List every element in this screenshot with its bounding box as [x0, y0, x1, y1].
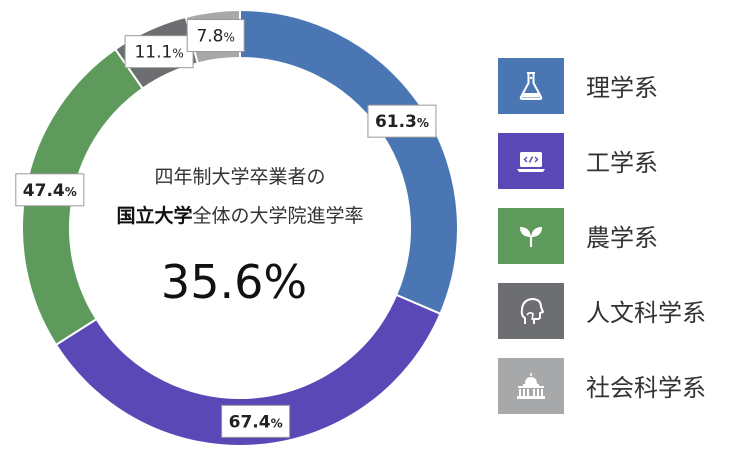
- value-label-box: [124, 35, 194, 69]
- donut-segment-engineering: [54, 293, 442, 447]
- center-line-2-bold: 国立大学: [116, 204, 192, 227]
- legend-swatch-humanities: [498, 282, 564, 339]
- value-label-box: [15, 173, 85, 207]
- center-line-2: 国立大学全体の大学院進学率: [116, 204, 363, 227]
- legend-label-science: 理学系: [586, 74, 658, 102]
- legend-item-science: 理学系: [498, 48, 730, 123]
- donut-chart: 61.3% 67.4% 47.4% 11.1% 7.8% 四年制大学卒業者の 国立大学全…: [15, 8, 459, 447]
- donut-segments: [21, 8, 459, 447]
- value-label-science: 61.3%: [367, 104, 437, 138]
- value-label-text: 7.8%: [196, 27, 234, 47]
- flask-icon: [519, 71, 543, 100]
- value-label-text: 61.3%: [375, 112, 429, 132]
- value-label-box: [367, 104, 437, 138]
- laptop-code-icon: [517, 151, 545, 172]
- legend-label-agriculture: 農学系: [586, 224, 658, 252]
- center-line-1: 四年制大学卒業者の: [154, 166, 325, 188]
- value-label-agriculture: 47.4%: [15, 173, 85, 207]
- value-label-text: 47.4%: [23, 181, 77, 201]
- legend-label-social-science: 社会科学系: [586, 374, 706, 402]
- legend-label-humanities: 人文科学系: [586, 299, 706, 327]
- thinker-head-icon: [520, 297, 544, 324]
- legend-item-agriculture: 農学系: [498, 198, 730, 273]
- legend-swatch-agriculture: [498, 207, 564, 264]
- value-label-engineering: 67.4%: [221, 404, 291, 438]
- legend-swatch-engineering: [498, 132, 564, 189]
- center-line-2-rest: 全体の大学院進学率: [193, 205, 364, 227]
- capitol-building-icon: [517, 372, 545, 399]
- legend-item-engineering: 工学系: [498, 123, 730, 198]
- sprout-icon: [520, 226, 542, 247]
- legend-swatch-science: [498, 57, 564, 114]
- legend-item-humanities: 人文科学系: [498, 273, 730, 348]
- value-label-box: [221, 404, 291, 438]
- legend: 理学系 工学系 農学系 人文科学系: [498, 48, 730, 423]
- legend-label-engineering: 工学系: [586, 149, 658, 177]
- value-label-box: [186, 19, 245, 53]
- donut-value-labels: 61.3% 67.4% 47.4% 11.1% 7.8%: [15, 19, 437, 438]
- legend-item-social-science: 社会科学系: [498, 348, 730, 423]
- value-label-text: 11.1%: [134, 43, 183, 63]
- value-label-social-science: 7.8%: [186, 19, 245, 53]
- value-label-text: 67.4%: [229, 412, 283, 432]
- center-value: 35.6%: [161, 255, 307, 309]
- legend-swatch-social-science: [498, 357, 564, 414]
- value-label-humanities: 11.1%: [124, 35, 194, 69]
